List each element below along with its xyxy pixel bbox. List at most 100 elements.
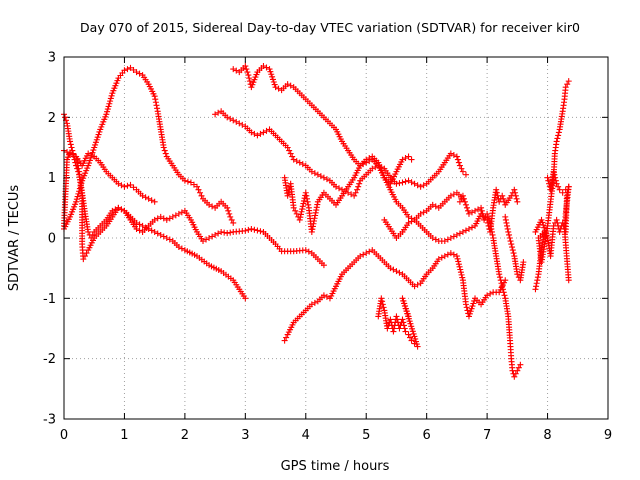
data-point-marker (284, 192, 291, 199)
data-point-marker (154, 230, 161, 237)
data-point-marker (441, 253, 448, 260)
x-tick-label: 2 (181, 428, 189, 443)
data-point-marker (160, 144, 167, 151)
data-point-marker (323, 293, 330, 300)
series-6-markers (230, 63, 415, 187)
data-point-marker (320, 292, 327, 299)
data-point-marker (152, 99, 159, 106)
data-point-marker (553, 180, 560, 187)
data-point-marker (438, 254, 445, 261)
data-point-marker (145, 195, 152, 202)
data-point-marker (462, 201, 469, 208)
data-point-marker (459, 192, 466, 199)
data-point-marker (269, 76, 276, 83)
data-point-marker (333, 183, 339, 190)
data-point-marker (92, 139, 99, 146)
data-point-marker (387, 316, 394, 323)
data-point-marker (455, 258, 462, 265)
data-point-marker (463, 204, 470, 211)
y-tick-label: 1 (48, 171, 56, 186)
data-point-marker (404, 310, 411, 317)
data-point-marker (470, 300, 477, 307)
data-point-marker (396, 269, 403, 276)
data-point-marker (432, 236, 439, 243)
data-point-marker (115, 204, 122, 211)
data-point-marker (83, 250, 90, 257)
data-point-marker (293, 210, 300, 217)
data-point-marker (74, 193, 81, 200)
data-point-marker (450, 152, 457, 159)
series-1-markers (61, 64, 237, 232)
data-point-marker (514, 367, 521, 374)
data-point-marker (400, 297, 407, 304)
data-point-marker (411, 283, 418, 290)
data-point-marker (472, 207, 479, 214)
data-point-marker (462, 301, 469, 308)
x-axis-label: GPS time / hours (281, 459, 390, 474)
data-point-marker (215, 109, 222, 116)
data-point-marker (267, 68, 274, 75)
data-point-marker (257, 130, 264, 137)
data-point-marker (459, 228, 466, 235)
data-point-marker (272, 84, 279, 91)
data-point-marker (514, 198, 521, 205)
data-point-marker (485, 213, 492, 220)
data-point-marker (206, 235, 213, 241)
data-point-marker (94, 134, 101, 141)
data-point-marker (284, 144, 291, 151)
data-point-marker (308, 168, 315, 175)
data-point-marker (190, 181, 197, 188)
axis-ticks: 0 1 2 3 4 5 6 7 8 9 -3 -2 -1 0 1 2 3 (43, 51, 612, 444)
data-point-marker (542, 229, 549, 236)
data-point-marker (475, 206, 482, 213)
data-point-marker (85, 162, 92, 169)
data-point-marker (450, 191, 457, 198)
data-point-marker (270, 78, 277, 85)
data-point-marker (304, 198, 311, 205)
data-point-marker (553, 216, 560, 223)
data-point-marker (178, 245, 185, 252)
data-point-marker (454, 255, 461, 262)
data-point-marker (339, 186, 346, 193)
data-point-marker (453, 253, 460, 260)
data-point-marker (488, 228, 495, 235)
data-point-marker (401, 300, 408, 307)
data-point-marker (405, 313, 412, 320)
data-point-marker (555, 129, 562, 136)
data-point-marker (496, 274, 503, 281)
series-15-markers (544, 168, 572, 196)
data-point-marker (228, 216, 235, 223)
data-point-marker (502, 213, 509, 220)
data-point-marker (444, 236, 451, 243)
data-point-marker (512, 189, 519, 196)
data-point-marker (454, 156, 461, 163)
series-10-markers (381, 186, 521, 245)
x-tick-label: 7 (483, 428, 491, 443)
data-point-marker (166, 236, 173, 243)
data-point-marker (366, 155, 373, 162)
data-point-marker (393, 313, 400, 320)
y-tick-label: -2 (43, 352, 56, 367)
data-point-marker (283, 334, 290, 341)
data-point-marker (118, 206, 125, 213)
data-point-marker (195, 186, 202, 193)
series-2-markers (61, 111, 249, 302)
data-point-marker (463, 304, 470, 311)
data-point-marker (302, 247, 309, 254)
data-point-marker (130, 184, 137, 191)
data-point-marker (172, 212, 179, 219)
data-point-marker (447, 235, 454, 241)
data-point-marker (506, 235, 513, 241)
data-point-marker (379, 298, 386, 305)
data-point-marker (233, 67, 240, 74)
data-point-marker (465, 210, 472, 217)
data-point-marker (405, 213, 412, 220)
data-point-marker (559, 189, 566, 196)
data-point-marker (509, 244, 516, 251)
data-point-marker (515, 364, 522, 371)
data-point-marker (355, 183, 362, 190)
data-point-marker (298, 208, 305, 215)
data-point-marker (260, 129, 267, 136)
data-point-marker (160, 215, 167, 222)
